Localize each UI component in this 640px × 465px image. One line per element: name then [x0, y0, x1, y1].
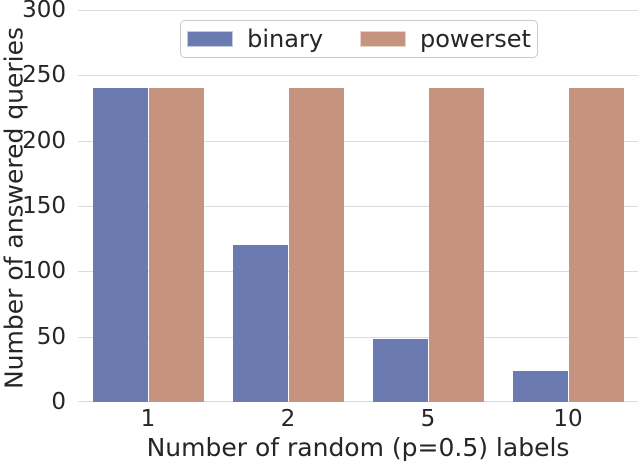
gridline-y-150: [78, 206, 638, 207]
bar-group-5: [358, 10, 498, 402]
bar-binary-2: [232, 245, 288, 402]
ytick-label-250: 250: [22, 62, 66, 89]
bar-binary-10: [512, 370, 568, 402]
xtick-label-10: 10: [553, 406, 583, 432]
legend-label-powerset: powerset: [420, 25, 531, 53]
gridline-y-100: [78, 271, 638, 273]
gridline-y-300: [78, 10, 638, 11]
bar-powerset-1: [148, 88, 204, 402]
plot-area: [78, 10, 638, 402]
legend-entry-powerset: powerset: [360, 26, 531, 52]
xtick-label-2: 2: [280, 406, 296, 432]
gridline-y-200: [78, 140, 638, 142]
ytick-label-150: 150: [22, 193, 66, 219]
legend: binary powerset: [180, 20, 538, 58]
ytick-label-50: 50: [36, 323, 66, 350]
gridline-y-0: [78, 401, 638, 402]
ytick-label-200: 200: [22, 127, 66, 154]
legend-entry-binary: binary: [187, 26, 323, 52]
legend-swatch-binary: [187, 31, 234, 47]
xtick-label-1: 1: [140, 406, 156, 432]
gridline-y-250: [78, 75, 638, 77]
ytick-label-100: 100: [22, 258, 66, 285]
legend-label-binary: binary: [247, 25, 324, 53]
bar-powerset-2: [288, 88, 344, 402]
bar-group-1: [78, 10, 218, 402]
xtick-label-5: 5: [420, 406, 436, 432]
bar-group-2: [218, 10, 358, 402]
ytick-label-0: 0: [51, 389, 66, 415]
gridline-y-50: [78, 336, 638, 338]
bar-powerset-5: [428, 88, 484, 402]
bar-binary-5: [372, 339, 428, 402]
legend-swatch-powerset: [360, 31, 407, 47]
x-axis-label: Number of random (p=0.5) labels: [146, 433, 570, 462]
bar-binary-1: [92, 88, 148, 402]
bar-group-10: [498, 10, 638, 402]
ytick-label-300: 300: [22, 0, 66, 23]
bar-powerset-10: [568, 88, 624, 402]
